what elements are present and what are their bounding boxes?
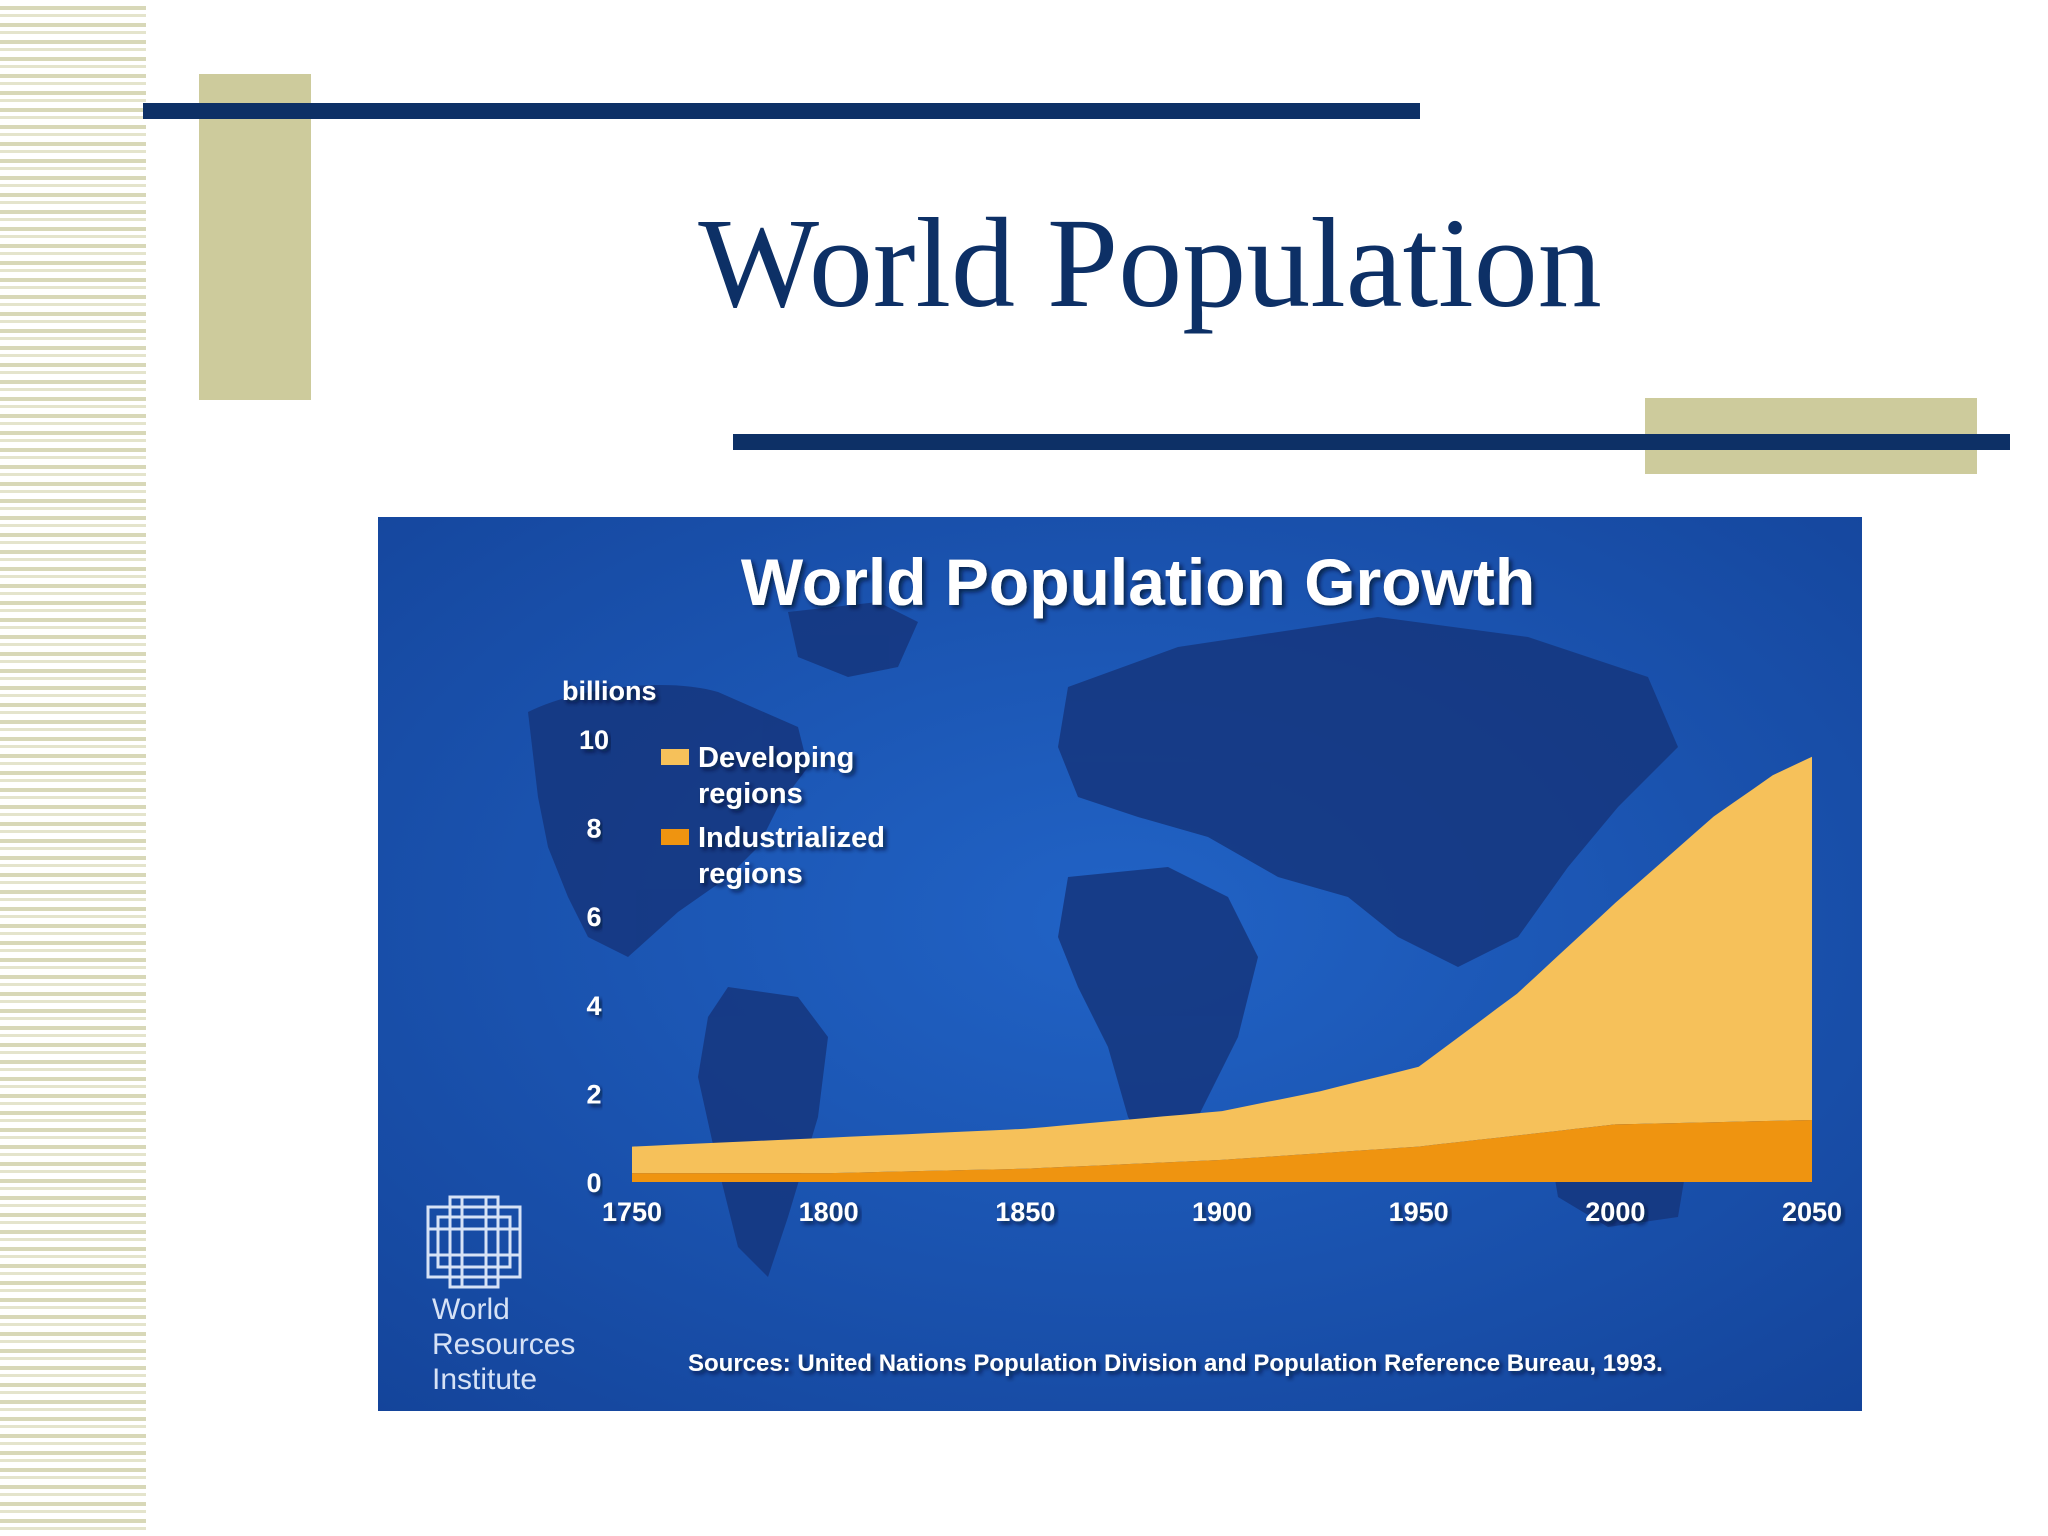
legend-swatch xyxy=(661,749,689,765)
legend-label: regions xyxy=(698,858,803,890)
logo-text-line: Resources xyxy=(432,1328,575,1361)
y-tick-label: 0 xyxy=(586,1168,601,1198)
x-tick-label: 1900 xyxy=(1192,1197,1252,1227)
y-tick-label: 2 xyxy=(586,1079,601,1109)
x-tick-label: 1800 xyxy=(799,1197,859,1227)
x-tick-label: 2050 xyxy=(1782,1197,1842,1227)
y-tick-label: 4 xyxy=(586,991,601,1021)
y-tick-label: 10 xyxy=(579,725,609,755)
area-industrialized-regions xyxy=(632,1120,1812,1182)
y-tick-label: 6 xyxy=(586,902,601,932)
wri-woven-logo-icon xyxy=(426,1195,522,1289)
population-chart-figure: 0 2 4 6 8 10 1750 1800 1850 1900 1950 2000 2050 Wor… xyxy=(378,517,1862,1411)
logo-text: World Resources Institute xyxy=(432,1293,575,1396)
bottom-navy-rule xyxy=(733,434,2010,450)
logo-text-line: Institute xyxy=(432,1363,537,1396)
y-axis-ticks: 0 2 4 6 8 10 xyxy=(579,725,609,1198)
top-navy-rule xyxy=(143,103,1420,119)
area-developing-regions xyxy=(632,756,1812,1174)
population-chart: 0 2 4 6 8 10 1750 1800 1850 1900 1950 2000 2050 Wor… xyxy=(378,517,1862,1411)
slide-title: World Population xyxy=(698,192,1602,334)
legend-label: Industrialized xyxy=(698,822,885,854)
x-tick-label: 1950 xyxy=(1389,1197,1449,1227)
legend-swatch xyxy=(661,829,689,845)
logo-text-line: World xyxy=(432,1293,510,1326)
legend-label: regions xyxy=(698,778,803,810)
chart-source-note: Sources: United Nations Population Divis… xyxy=(688,1350,1663,1377)
y-axis-label: billions xyxy=(562,676,657,706)
stacked-areas xyxy=(632,756,1812,1182)
side-stripe-pattern xyxy=(0,0,146,1536)
legend-label: Developing xyxy=(698,742,854,774)
x-tick-label: 1750 xyxy=(602,1197,662,1227)
x-tick-label: 2000 xyxy=(1585,1197,1645,1227)
x-tick-label: 1850 xyxy=(995,1197,1055,1227)
x-axis-ticks: 1750 1800 1850 1900 1950 2000 2050 xyxy=(602,1197,1842,1227)
tan-vertical-block xyxy=(199,74,311,400)
y-tick-label: 8 xyxy=(586,814,601,844)
chart-legend: Developing regions Industrialized regions xyxy=(661,742,885,890)
chart-title: World Population Growth xyxy=(741,545,1535,619)
